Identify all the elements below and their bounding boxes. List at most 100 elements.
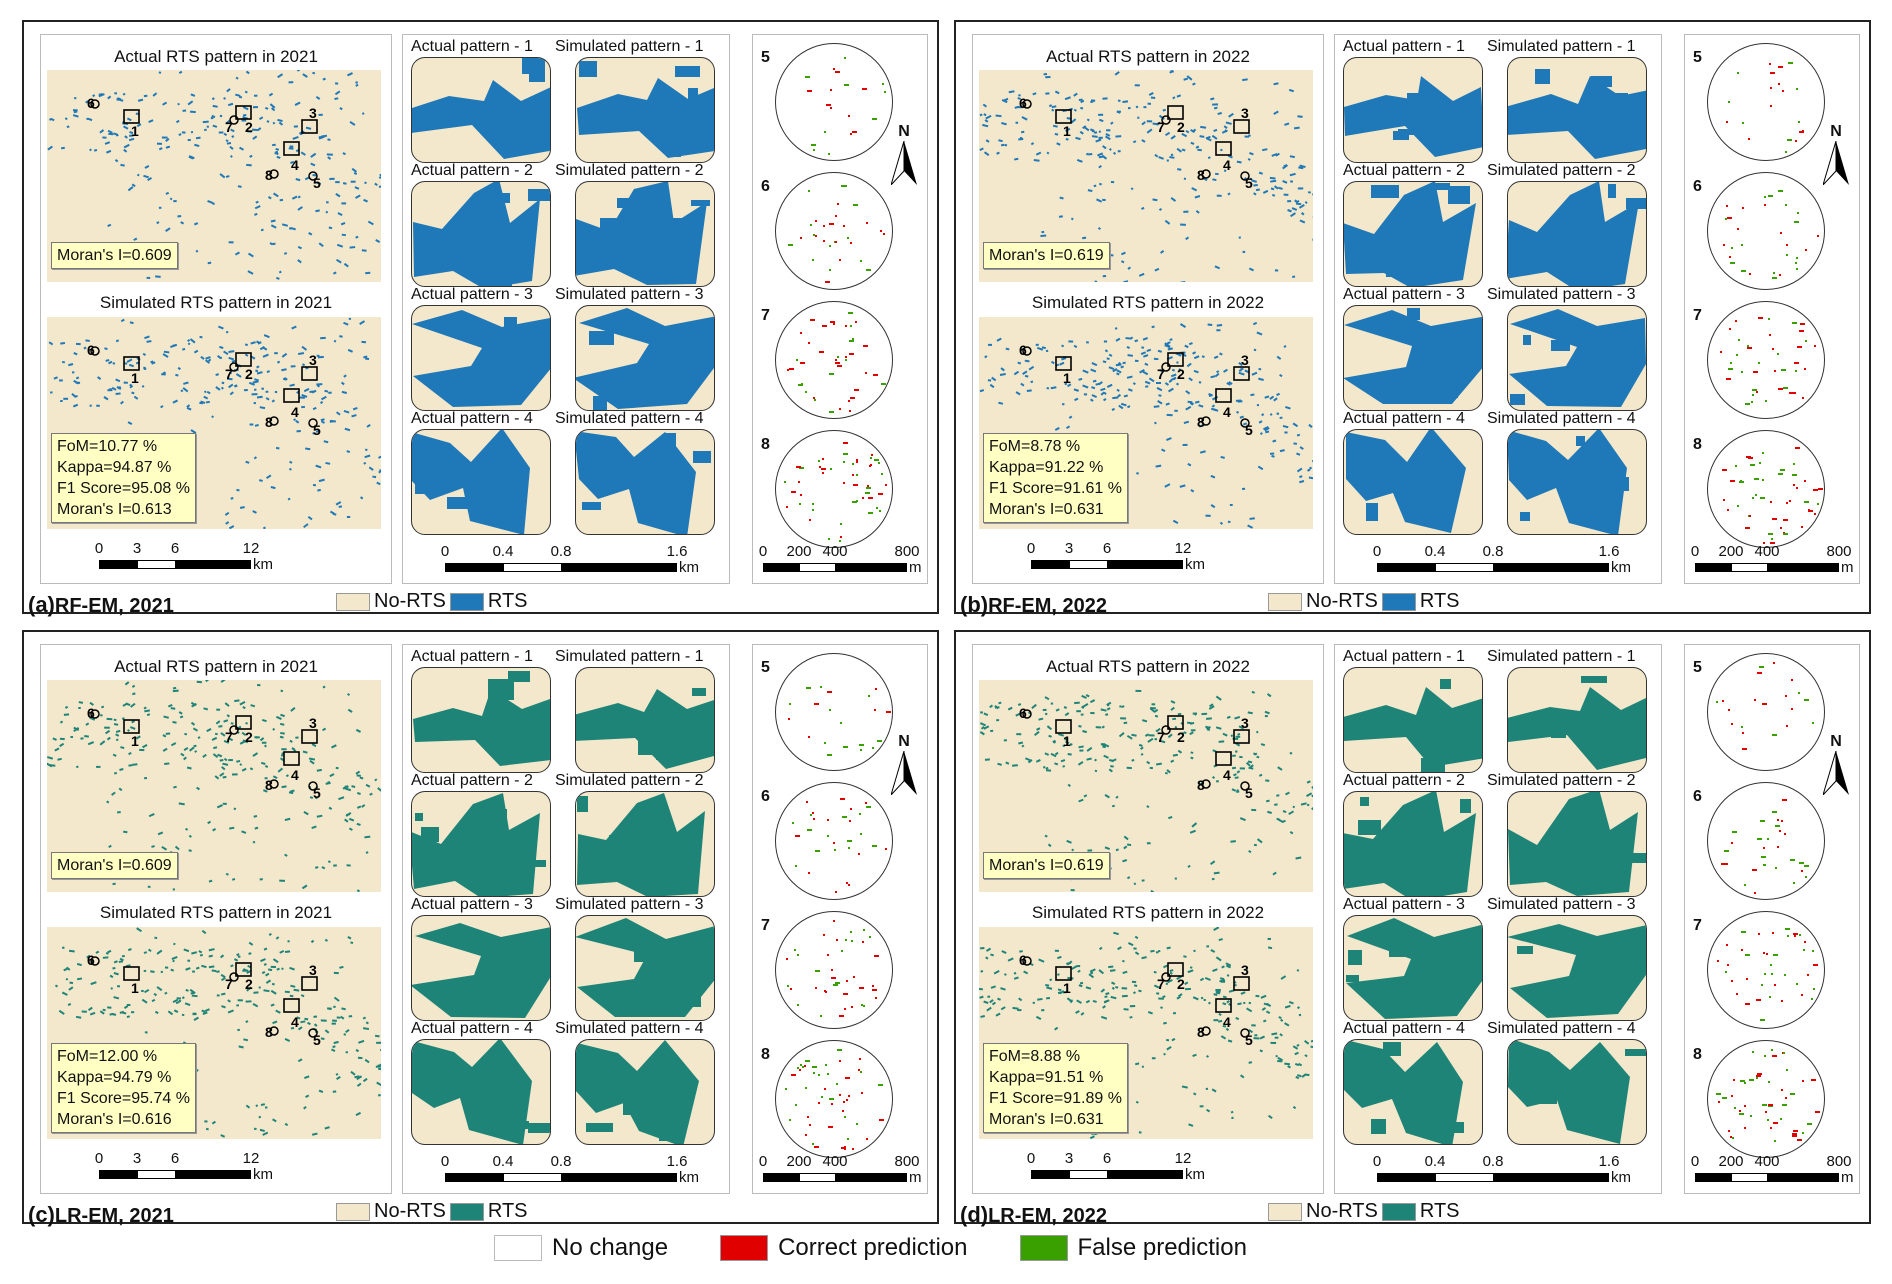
change-pixel bbox=[1786, 502, 1788, 504]
change-pixel bbox=[815, 970, 820, 972]
change-pixel bbox=[1778, 388, 1783, 390]
change-pixel bbox=[1779, 830, 1781, 832]
change-pixel bbox=[1744, 884, 1746, 886]
moran-value: Moran's I=0.616 bbox=[57, 1111, 172, 1128]
study-area-circle bbox=[1161, 362, 1171, 372]
change-pixel bbox=[1811, 998, 1813, 1000]
change-pixel bbox=[808, 342, 810, 344]
study-area-box bbox=[123, 109, 140, 124]
study-area-box bbox=[301, 976, 318, 991]
change-pixel bbox=[842, 816, 847, 818]
map-marker-label: 2 bbox=[245, 119, 253, 135]
simulated-pattern-label: Simulated pattern - 1 bbox=[555, 648, 704, 665]
simulated-pattern-2 bbox=[575, 181, 715, 287]
change-pixel bbox=[1754, 892, 1756, 894]
change-pixel bbox=[787, 985, 789, 987]
change-pixel bbox=[829, 373, 834, 375]
change-pixel bbox=[859, 744, 864, 746]
change-pixel bbox=[1764, 973, 1766, 975]
change-pixel bbox=[797, 954, 799, 956]
change-pixel bbox=[831, 1103, 833, 1105]
change-pixel bbox=[1789, 500, 1791, 502]
change-pixel bbox=[1794, 935, 1796, 937]
change-pixel bbox=[1804, 480, 1806, 482]
change-pixel bbox=[784, 481, 786, 483]
change-pixel bbox=[872, 747, 874, 749]
change-pixel bbox=[824, 742, 826, 744]
change-pixel bbox=[885, 848, 887, 850]
change-pixel bbox=[1802, 1080, 1804, 1082]
change-pixel bbox=[828, 153, 830, 155]
change-pixel bbox=[823, 934, 825, 936]
change-pixel bbox=[1748, 457, 1753, 459]
change-pixel bbox=[815, 235, 817, 237]
change-pixel bbox=[807, 90, 812, 92]
north-label: N bbox=[1830, 123, 1842, 140]
map-marker-label: 1 bbox=[1063, 123, 1071, 139]
change-circle-5 bbox=[775, 653, 893, 771]
simulated-pattern-label: Simulated pattern - 2 bbox=[555, 772, 704, 789]
change-pixel bbox=[1761, 856, 1766, 858]
no-rts-swatch bbox=[336, 592, 370, 611]
map-marker-label: 3 bbox=[1241, 962, 1249, 978]
change-pixel bbox=[1792, 1133, 1797, 1135]
map-marker-label: 4 bbox=[1223, 1014, 1231, 1030]
simulated-pattern-3 bbox=[1507, 915, 1647, 1021]
scale-tick: 0 bbox=[94, 1150, 104, 1167]
actual-pattern-2 bbox=[1343, 181, 1483, 287]
change-pixel bbox=[795, 835, 800, 837]
change-pixel bbox=[1772, 348, 1774, 350]
scale-tick: 6 bbox=[170, 540, 180, 557]
change-pixel bbox=[1752, 497, 1754, 499]
circle-label: 7 bbox=[761, 307, 770, 324]
change-pixel bbox=[843, 225, 845, 227]
actual-pattern-label: Actual pattern - 3 bbox=[1343, 896, 1465, 913]
study-area-circle bbox=[1201, 416, 1211, 426]
change-circle-6 bbox=[775, 782, 893, 900]
change-pixel bbox=[1804, 865, 1809, 867]
change-pixel bbox=[1801, 870, 1803, 872]
simulated-pattern-1 bbox=[1507, 667, 1647, 773]
map-marker-label: 7 bbox=[225, 366, 233, 382]
circle-scalebar: 0 200 400 800 m bbox=[1691, 1153, 1869, 1186]
change-pixel bbox=[811, 144, 816, 146]
change-pixel bbox=[1778, 190, 1783, 192]
change-pixel bbox=[1795, 140, 1797, 142]
change-pixel bbox=[1734, 1107, 1736, 1109]
scale-tick: 0.4 bbox=[492, 1153, 514, 1170]
map-marker-label: 3 bbox=[309, 352, 317, 368]
change-pixel bbox=[835, 362, 840, 364]
simulated-pattern-label: Simulated pattern - 3 bbox=[555, 286, 704, 303]
rts-swatch bbox=[449, 1202, 484, 1221]
rts-swatch bbox=[1381, 592, 1416, 611]
change-pixel bbox=[833, 68, 835, 70]
change-pixel bbox=[879, 510, 881, 512]
change-pixel bbox=[830, 468, 832, 470]
actual-pattern-label: Actual pattern - 1 bbox=[1343, 38, 1465, 55]
change-pixel bbox=[1783, 387, 1788, 389]
metrics-box: FoM=12.00 % Kappa=94.79 % F1 Score=95.74… bbox=[51, 1043, 196, 1133]
change-pixel bbox=[1771, 1049, 1773, 1051]
change-pixel bbox=[1781, 1000, 1783, 1002]
change-pixel bbox=[1733, 1079, 1735, 1081]
change-pixel bbox=[1750, 1115, 1752, 1117]
change-pixel bbox=[1783, 1052, 1785, 1054]
change-pixel bbox=[1768, 318, 1770, 320]
f1-value: F1 Score=91.61 % bbox=[989, 480, 1122, 497]
change-pixel bbox=[827, 819, 829, 821]
change-pixel bbox=[1793, 882, 1795, 884]
change-pixel bbox=[841, 1147, 846, 1149]
study-area-circle bbox=[1201, 169, 1211, 179]
change-pixel bbox=[1758, 933, 1760, 935]
scale-tick: 0.4 bbox=[1424, 543, 1446, 560]
map-marker-label: 6 bbox=[1019, 95, 1027, 111]
change-pixel bbox=[808, 736, 810, 738]
study-area-circle bbox=[90, 99, 100, 109]
change-pixel bbox=[1726, 378, 1731, 380]
change-circle-5 bbox=[1707, 43, 1825, 161]
change-pixel bbox=[849, 353, 854, 355]
change-pixel bbox=[861, 1004, 863, 1006]
change-pixel bbox=[829, 269, 831, 271]
actual-pattern-label: Actual pattern - 3 bbox=[411, 286, 533, 303]
